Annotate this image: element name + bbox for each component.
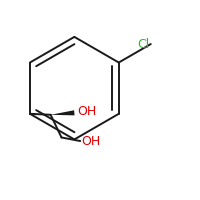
Text: OH: OH <box>77 105 97 118</box>
Polygon shape <box>51 110 75 115</box>
Text: Cl: Cl <box>138 38 150 51</box>
Text: OH: OH <box>81 135 100 148</box>
